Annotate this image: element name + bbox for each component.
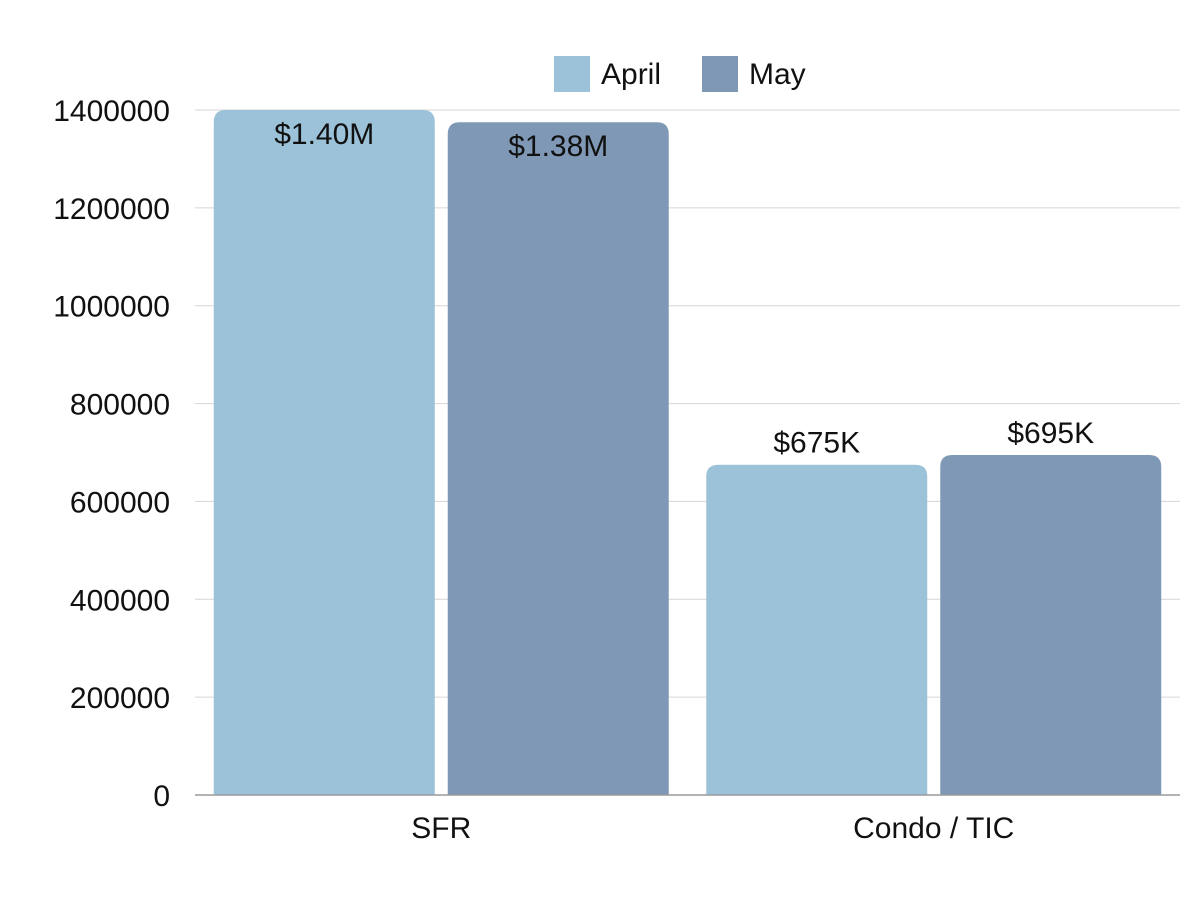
bar-april-1 (706, 464, 928, 795)
y-tick-label: 1400000 (53, 95, 170, 128)
data-label: $695K (1007, 417, 1094, 450)
data-labels: $1.40M $1.38M $675K $695K (274, 118, 1094, 460)
axes: 0 200000 400000 600000 800000 1000000 1200000 1… (53, 95, 1180, 845)
data-label: $1.40M (274, 118, 374, 151)
bar-may-1 (940, 454, 1162, 795)
legend: April May (554, 56, 806, 92)
legend-swatch-may (702, 56, 738, 92)
legend-swatch-april (554, 56, 590, 92)
y-tick-label: 200000 (70, 682, 170, 715)
bar-may-0 (447, 122, 669, 796)
bars (213, 110, 1162, 796)
y-tick-label: 400000 (70, 584, 170, 617)
y-tick-label: 800000 (70, 389, 170, 422)
y-tick-label: 0 (153, 780, 170, 813)
data-label: $675K (773, 427, 860, 460)
x-tick-label: SFR (411, 812, 471, 845)
bar-april-0 (213, 110, 435, 795)
legend-label: May (749, 58, 806, 91)
data-label: $1.38M (508, 130, 608, 163)
x-tick-label: Condo / TIC (853, 812, 1014, 845)
legend-label: April (601, 58, 661, 91)
y-tick-label: 1000000 (53, 291, 170, 324)
y-tick-label: 1200000 (53, 193, 170, 226)
y-tick-label: 600000 (70, 486, 170, 519)
